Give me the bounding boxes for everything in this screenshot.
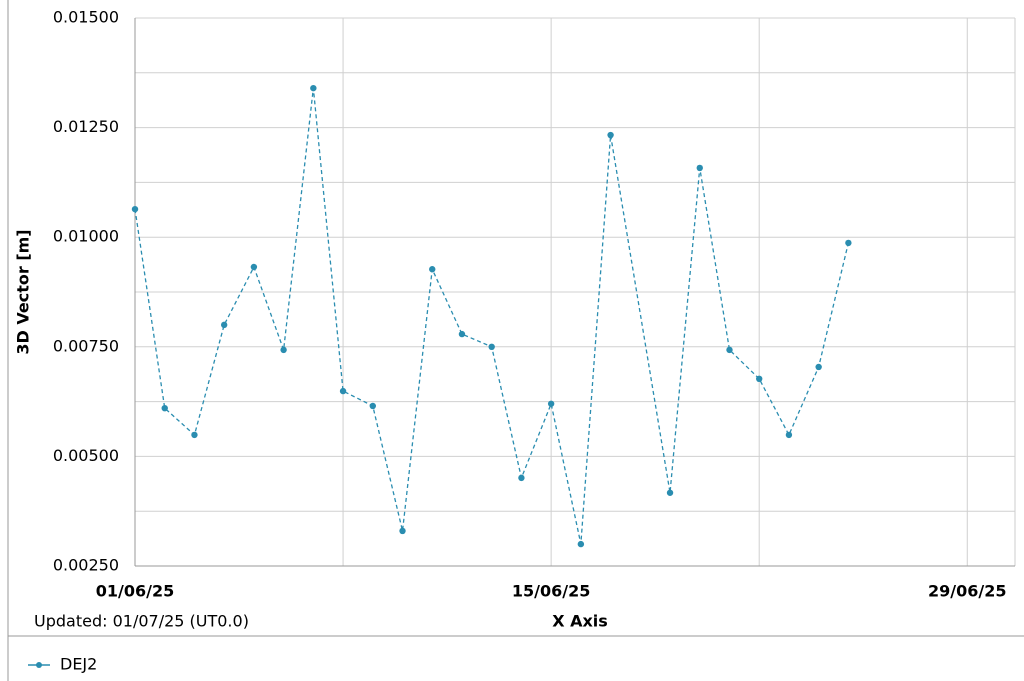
y-tick-label: 0.00750 <box>53 336 119 355</box>
y-tick-label: 0.01000 <box>53 227 119 246</box>
data-point <box>131 205 139 213</box>
data-point <box>726 346 733 354</box>
data-point <box>161 404 168 412</box>
data-point <box>339 387 347 395</box>
y-tick-label: 0.00500 <box>53 446 119 465</box>
data-point <box>191 431 198 439</box>
data-point <box>696 164 703 172</box>
x-tick-label: 01/06/25 <box>96 582 174 601</box>
data-point <box>399 527 406 535</box>
data-point <box>280 346 287 354</box>
data-point <box>607 131 614 139</box>
data-point <box>220 321 228 329</box>
data-point <box>666 489 674 496</box>
data-point <box>547 400 555 407</box>
y-axis-label: 3D Vector [m] <box>14 229 33 354</box>
data-point <box>785 431 793 439</box>
x-axis-label: X Axis <box>552 612 608 631</box>
data-point <box>369 402 376 410</box>
data-point <box>488 343 495 350</box>
data-point <box>577 540 585 548</box>
data-point <box>815 363 822 371</box>
x-tick-label: 15/06/25 <box>512 582 590 601</box>
legend-marker <box>36 662 42 668</box>
data-point <box>518 474 525 482</box>
y-tick-label: 0.00250 <box>53 556 119 575</box>
data-point <box>756 375 763 383</box>
y-tick-label: 0.01250 <box>53 117 119 136</box>
data-point <box>845 239 852 247</box>
y-tick-label: 0.01500 <box>53 8 119 27</box>
legend-label: DEJ2 <box>60 655 97 674</box>
x-tick-label: 29/06/25 <box>928 582 1006 601</box>
data-point <box>429 266 436 273</box>
data-point <box>310 84 317 92</box>
data-point <box>250 263 258 271</box>
update-note: Updated: 01/07/25 (UT0.0) <box>34 612 249 631</box>
data-line <box>134 88 850 545</box>
data-point <box>458 330 466 338</box>
